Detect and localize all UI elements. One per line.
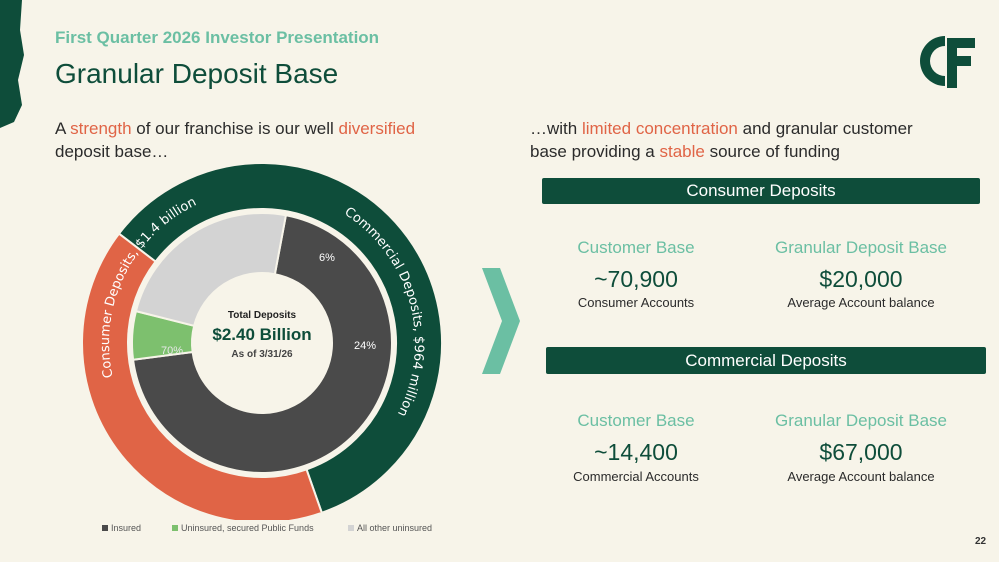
outer-slice-commercial — [81, 232, 324, 520]
consumer-granular-sub: Average Account balance — [787, 295, 935, 310]
commercial-customer-base-sub: Commercial Accounts — [573, 469, 699, 484]
legend-item-public-funds: Uninsured, secured Public Funds — [172, 523, 314, 533]
commercial-granular-label: Granular Deposit Base — [775, 411, 947, 430]
outer-slice-consumer — [117, 162, 443, 515]
consumer-deposits-band: Consumer Deposits — [542, 178, 980, 204]
consumer-granular-value: $20,000 — [819, 266, 903, 292]
inner-label-public-funds: 6% — [319, 252, 335, 264]
page-title: Granular Deposit Base — [55, 58, 339, 89]
commercial-granular-sub: Average Account balance — [787, 469, 935, 484]
left-intro: A strength of our franchise is our well … — [55, 119, 416, 161]
commercial-customer-base-label: Customer Base — [577, 411, 695, 430]
consumer-customer-base-label: Customer Base — [577, 238, 695, 257]
decorative-brush — [0, 0, 24, 128]
consumer-granular-label: Granular Deposit Base — [775, 238, 947, 257]
inner-slice-other-uninsured — [134, 212, 288, 328]
presentation-subtitle: First Quarter 2026 Investor Presentation — [55, 28, 380, 47]
deposit-donut-chart: 70%6%24%Consumer Deposits, $1.4 billionC… — [81, 162, 443, 520]
consumer-customer-base-value: ~70,900 — [594, 266, 678, 292]
commercial-deposits-band: Commercial Deposits — [546, 347, 986, 374]
legend-item-other-uninsured: All other uninsured — [348, 523, 432, 533]
center-date: As of 3/31/26 — [231, 349, 293, 360]
commercial-customer-base-value: ~14,400 — [594, 439, 678, 465]
chevron-right-icon — [482, 268, 520, 374]
inner-slice-insured — [131, 214, 393, 474]
consumer-customer-base-sub: Consumer Accounts — [577, 295, 695, 310]
page-number: 22 — [975, 536, 987, 547]
svg-text:&: & — [936, 56, 947, 70]
inner-label-insured: 70% — [161, 345, 183, 357]
right-intro: …with limited concentration and granular… — [530, 119, 913, 161]
commercial-granular-value: $67,000 — [819, 439, 903, 465]
inner-label-other-uninsured: 24% — [354, 340, 376, 352]
center-label: Total Deposits — [228, 310, 297, 321]
center-total-value: $2.40 Billion — [212, 325, 311, 344]
company-logo: & — [920, 36, 975, 88]
legend-item-insured: Insured — [102, 523, 141, 533]
